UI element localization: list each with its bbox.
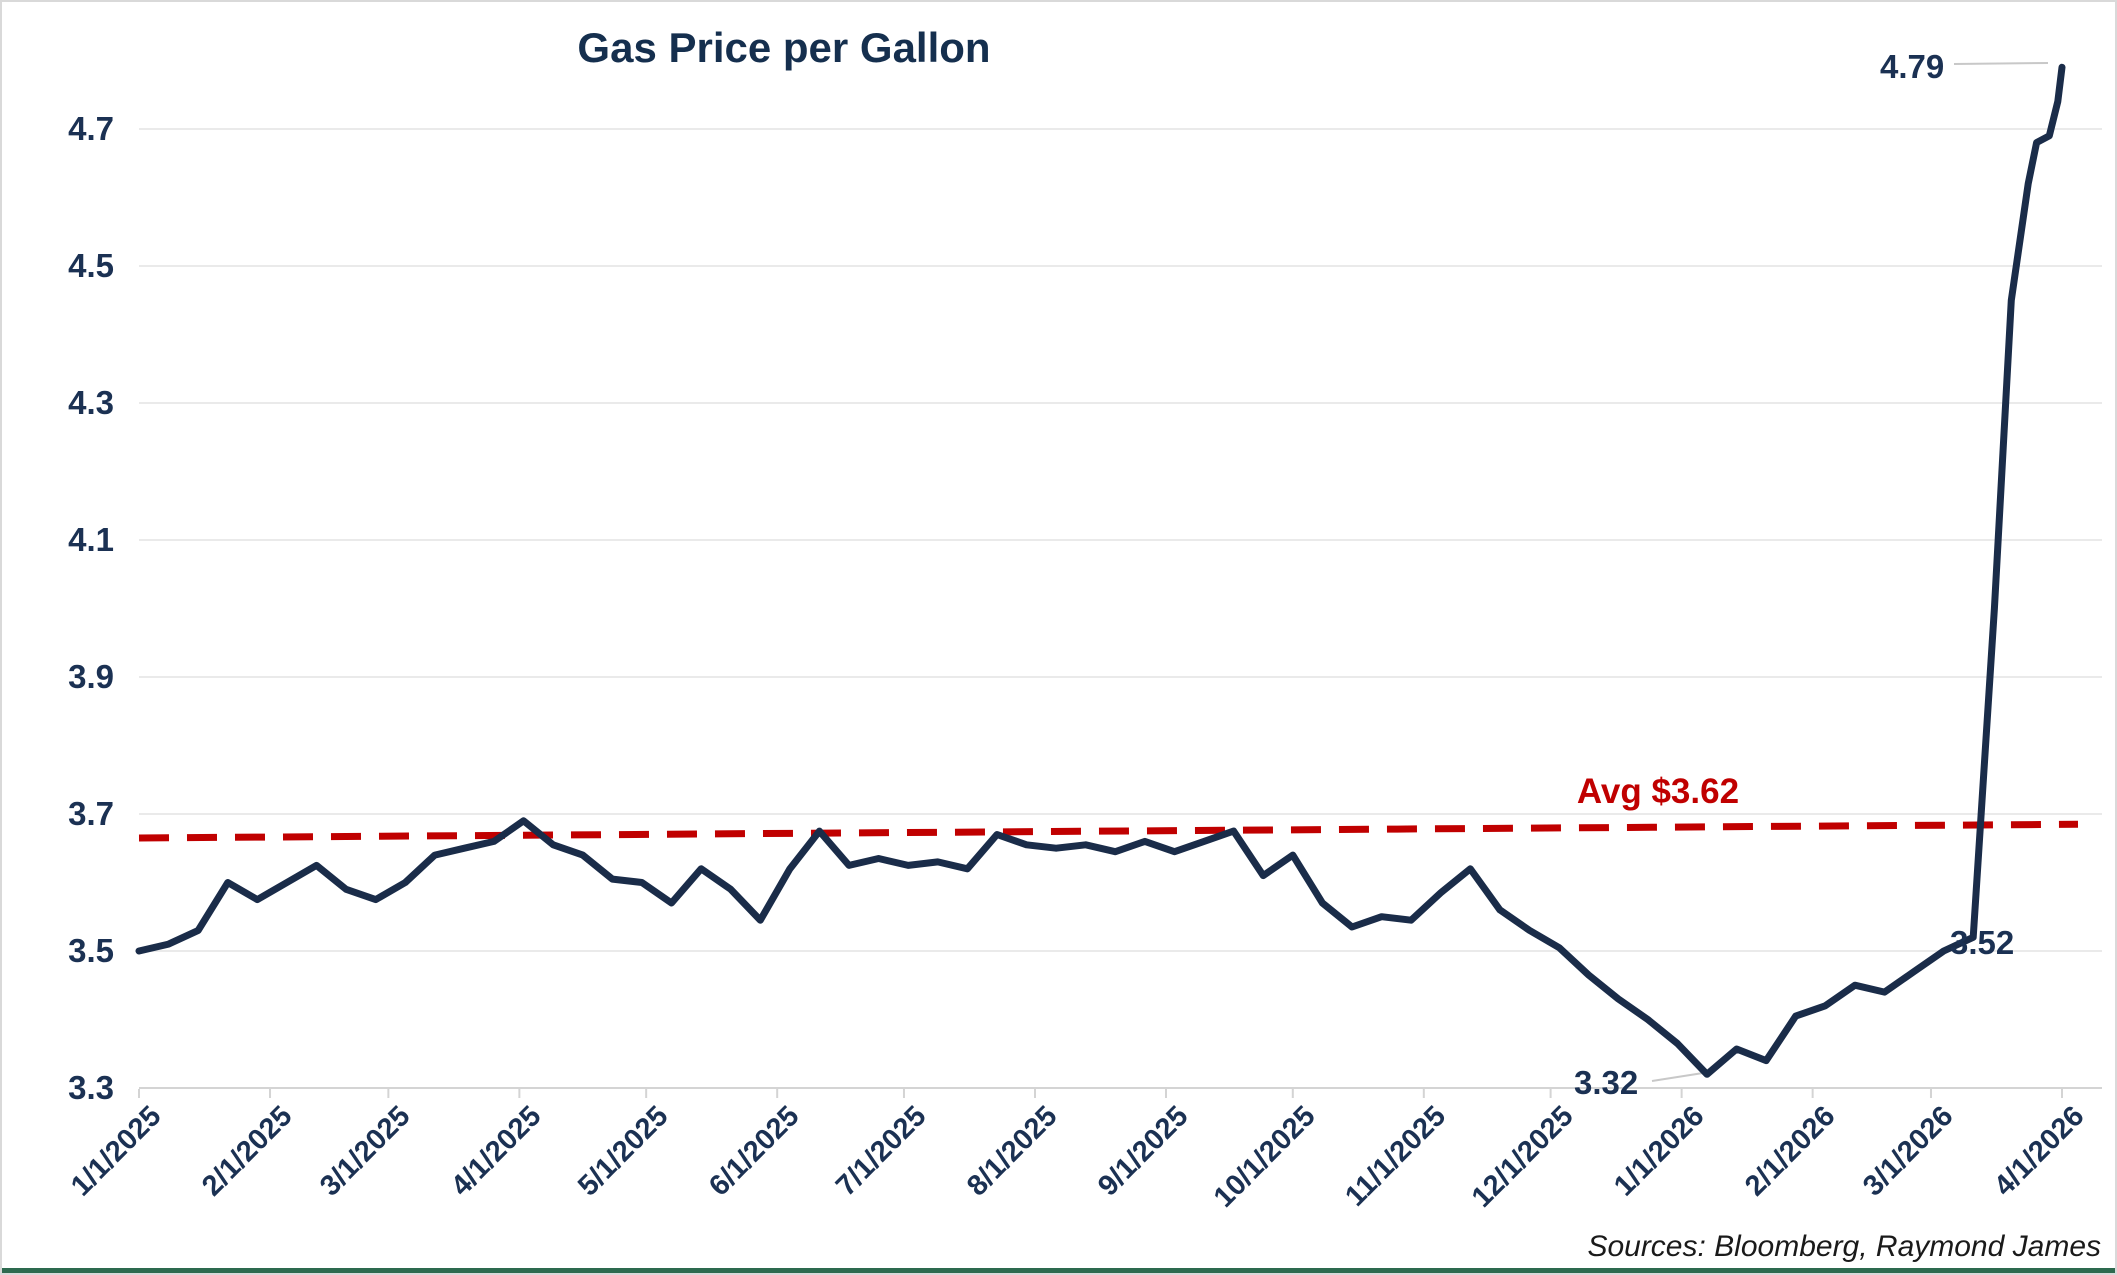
y-tick-label: 3.5 [68, 931, 114, 969]
y-tick-label: 3.3 [68, 1069, 114, 1106]
y-tick-label: 4.7 [68, 109, 114, 147]
annotation-pre-spike-value: 3.52 [1950, 924, 2015, 961]
leader-line-low [1651, 1072, 1704, 1082]
y-tick-label: 4.3 [68, 383, 114, 421]
bottom-accent-border [2, 1268, 2115, 1273]
average-dashed-line [138, 820, 2079, 842]
y-tick-label: 4.1 [68, 520, 114, 558]
average-line-label: Avg $3.62 [1576, 772, 1740, 811]
y-tick-label: 3.9 [68, 657, 114, 695]
y-tick-label: 4.5 [68, 246, 114, 284]
gas-price-series-line [135, 63, 2066, 1078]
chart-title: Gas Price per Gallon [577, 24, 991, 71]
sources-note: Sources: Bloomberg, Raymond James [1587, 1230, 2101, 1263]
annotation-peak-value: 4.79 [1880, 48, 1945, 85]
annotation-low-value: 3.32 [1574, 1064, 1639, 1101]
leader-line-peak [1953, 62, 2049, 65]
y-tick-label: 3.7 [68, 794, 114, 832]
